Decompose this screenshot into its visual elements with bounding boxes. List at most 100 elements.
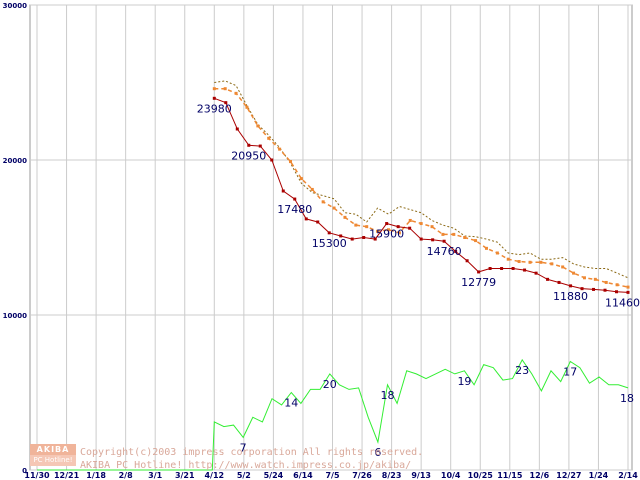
min-price-label: 20950 xyxy=(231,149,266,162)
point-price_min xyxy=(350,237,354,241)
point-price_min xyxy=(419,237,423,241)
point-price_avg xyxy=(604,280,608,284)
point-price_avg xyxy=(484,246,488,250)
min-price-label: 11460 xyxy=(605,296,640,309)
shop-count-label: 6 xyxy=(374,446,381,459)
point-price_min xyxy=(293,197,297,201)
min-price-label: 14760 xyxy=(427,245,462,258)
tick-labels: 30000 20000 10000 011/30 12/21 1/18 2/8 3/1 3/21… xyxy=(3,2,639,480)
min-price-label: 23980 xyxy=(197,102,232,115)
point-price_min xyxy=(431,238,435,242)
x-tick-label: 4/12 xyxy=(204,471,224,480)
min-price-label: 12779 xyxy=(461,276,496,289)
point-price_avg xyxy=(354,223,358,227)
min-price-label: 15300 xyxy=(312,237,347,250)
point-price_avg xyxy=(332,206,336,210)
point-price_min xyxy=(304,217,308,221)
shop-count-label: 14 xyxy=(284,397,298,410)
x-tick-label: 2/14 xyxy=(618,471,638,480)
point-price_min xyxy=(546,277,550,281)
point-price_min xyxy=(477,270,481,274)
x-tick-label: 5/24 xyxy=(264,471,284,480)
point-price_avg xyxy=(463,236,467,239)
point-price_min xyxy=(339,234,343,238)
point-price_min xyxy=(500,267,504,270)
point-price_min xyxy=(511,267,515,270)
x-tick-label: 7/5 xyxy=(325,471,339,480)
point-price_min xyxy=(603,288,607,292)
logo-bottom-text: PC Hotline! xyxy=(30,455,76,466)
point-price_min xyxy=(454,249,458,253)
x-tick-label: 1/24 xyxy=(589,471,609,480)
x-tick-label: 10/25 xyxy=(468,471,494,480)
point-price_avg xyxy=(234,91,238,95)
point-price_avg xyxy=(343,215,347,219)
series-layer xyxy=(37,80,630,471)
y-tick-label: 0 xyxy=(22,467,27,475)
shop-count-label: 7 xyxy=(240,441,247,454)
point-price_min xyxy=(557,280,561,284)
point-price_min xyxy=(580,287,584,291)
x-tick-label: 2/8 xyxy=(119,471,133,480)
point-price_min xyxy=(523,268,527,272)
point-price_avg xyxy=(474,239,478,243)
shop-count-label: 18 xyxy=(380,389,394,402)
x-tick-label: 6/14 xyxy=(293,471,313,480)
y-tick-label: 30000 xyxy=(3,2,27,10)
min-price-label: 11880 xyxy=(553,290,588,303)
shop-count-label: 20 xyxy=(323,378,337,391)
x-tick-label: 3/21 xyxy=(175,471,195,480)
shop-count-label: 17 xyxy=(563,366,577,379)
point-price_min xyxy=(258,144,262,148)
point-price_avg xyxy=(386,228,390,232)
shop-count-label: 19 xyxy=(457,375,471,388)
point-price_avg xyxy=(321,200,325,204)
point-price_avg xyxy=(550,262,554,266)
point-price_min xyxy=(592,287,596,291)
point-price_avg xyxy=(452,232,456,236)
point-price_avg xyxy=(212,87,216,91)
point-price_avg xyxy=(267,136,271,140)
point-price_min xyxy=(270,158,274,162)
point-price_avg xyxy=(593,277,597,281)
point-price_avg xyxy=(245,105,249,109)
point-price_min xyxy=(442,239,446,243)
point-price_min xyxy=(385,222,389,226)
point-price_min xyxy=(408,226,412,230)
point-price_avg xyxy=(506,257,510,261)
point-price_avg xyxy=(289,160,293,164)
shop-count-label: 23 xyxy=(515,364,529,377)
x-tick-label: 10/4 xyxy=(441,471,461,480)
x-tick-label: 7/26 xyxy=(352,471,372,480)
point-price_min xyxy=(247,143,251,147)
x-tick-label: 5/2 xyxy=(237,471,251,480)
point-price_min xyxy=(569,284,573,288)
point-price_min xyxy=(465,259,469,263)
x-tick-label: 12/6 xyxy=(530,471,550,480)
chart-grid xyxy=(29,4,633,471)
point-price_avg xyxy=(582,276,586,280)
series-line-shop_count xyxy=(37,358,629,471)
point-price_avg xyxy=(256,124,260,128)
point-price_avg xyxy=(408,218,412,222)
point-price_min xyxy=(615,290,619,294)
point-price_avg xyxy=(278,147,282,151)
x-tick-label: 11/30 xyxy=(24,471,50,480)
point-price_avg xyxy=(299,177,303,181)
point-price_min xyxy=(396,225,400,229)
point-price_avg xyxy=(223,87,227,91)
point-price_avg xyxy=(310,187,314,191)
point-price_avg xyxy=(397,231,401,235)
point-price_avg xyxy=(495,251,499,255)
point-price_avg xyxy=(539,260,543,264)
point-price_min xyxy=(235,127,239,131)
point-price_avg xyxy=(615,283,619,287)
akiba-logo: AKIBA PC Hotline! xyxy=(30,444,76,466)
x-tick-label: 1/18 xyxy=(86,471,106,480)
point-price_min xyxy=(224,101,228,105)
logo-top-text: AKIBA xyxy=(30,444,76,455)
x-tick-label: 12/21 xyxy=(54,471,80,480)
data-labels: 23980 20950 17480 15300 15900 14760 12779 11880… xyxy=(197,102,640,459)
point-price_avg xyxy=(561,265,565,269)
